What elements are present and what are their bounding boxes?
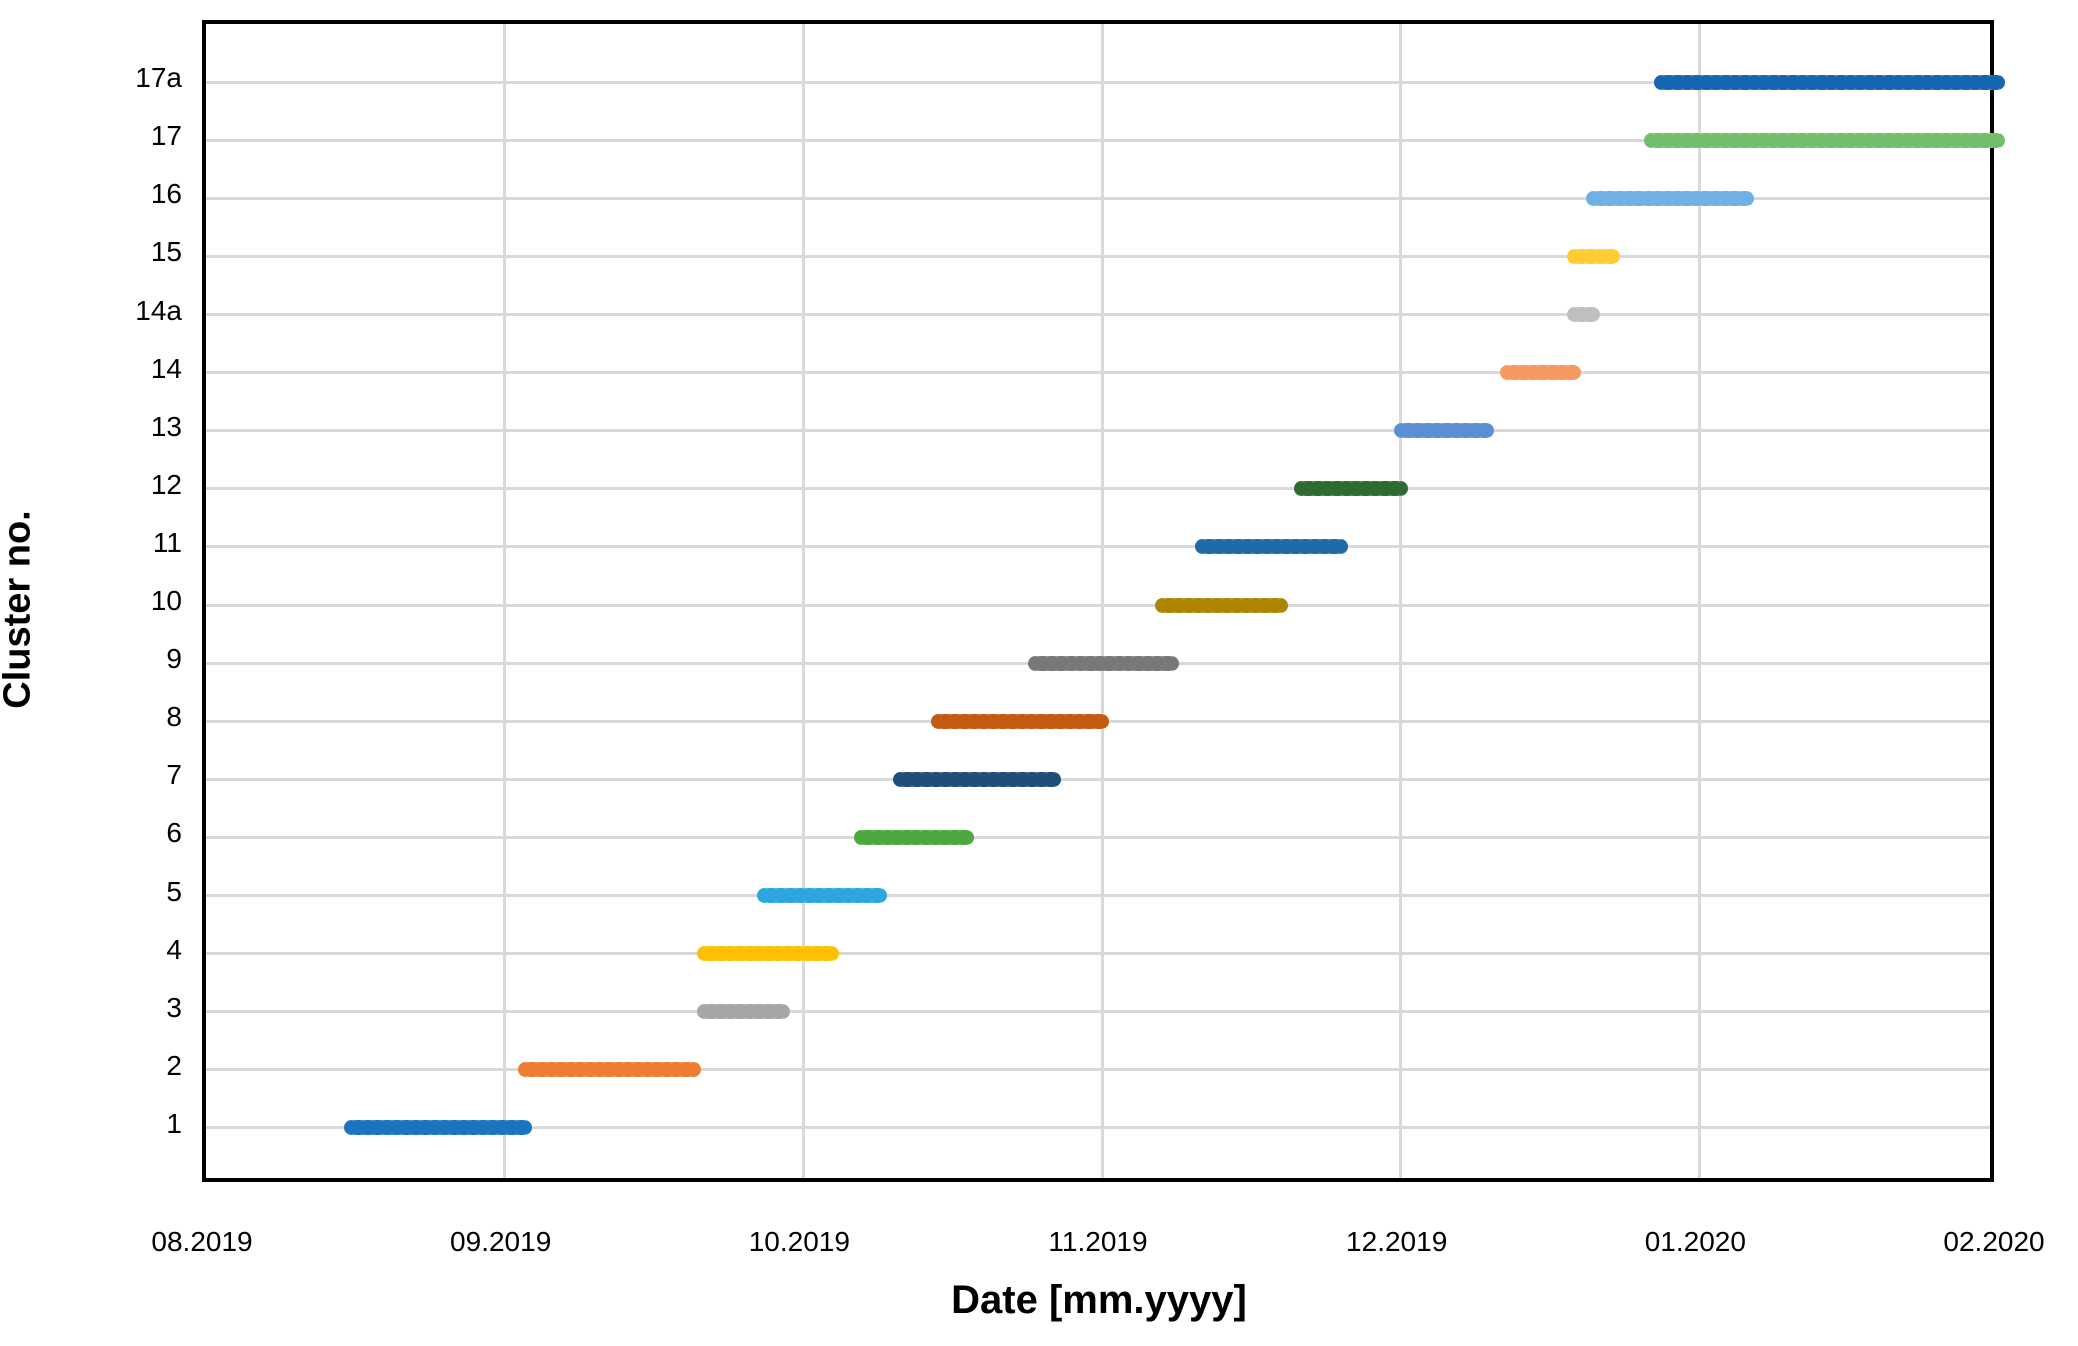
plot-area bbox=[202, 20, 2005, 1182]
x-tick-label-01.2020: 01.2020 bbox=[1644, 1226, 1746, 1257]
horizontal-gridline bbox=[206, 313, 1990, 316]
vertical-gridline bbox=[1100, 24, 1104, 1178]
y-tick-label-14: 14 bbox=[150, 352, 182, 384]
y-tick-label-7: 7 bbox=[166, 759, 182, 791]
horizontal-gridline bbox=[206, 1068, 1990, 1072]
x-tick-label-12.2019: 12.2019 bbox=[1346, 1226, 1448, 1257]
horizontal-gridline bbox=[206, 545, 1990, 549]
vertical-gridline bbox=[801, 24, 805, 1178]
horizontal-gridline bbox=[206, 196, 1990, 200]
y-tick-label-12: 12 bbox=[150, 468, 182, 500]
cluster-10-bar[interactable] bbox=[1154, 597, 1289, 613]
vertical-gridline bbox=[1399, 24, 1403, 1178]
x-tick-label-09.2019: 09.2019 bbox=[450, 1226, 552, 1257]
cluster-17-bar[interactable] bbox=[1644, 132, 2005, 148]
cluster-1-bar[interactable] bbox=[343, 1120, 532, 1136]
y-tick-label-17: 17 bbox=[150, 120, 182, 152]
cluster-7-bar[interactable] bbox=[892, 771, 1061, 787]
y-tick-label-13: 13 bbox=[150, 410, 182, 442]
x-axis-title: Date [mm.yyyy] bbox=[951, 1278, 1247, 1322]
horizontal-gridline bbox=[206, 952, 1990, 956]
cluster-8-bar[interactable] bbox=[931, 713, 1109, 729]
cluster-17a-bar[interactable] bbox=[1653, 74, 2005, 90]
cluster-6-bar[interactable] bbox=[854, 829, 975, 845]
y-tick-label-16: 16 bbox=[150, 178, 182, 210]
y-tick-label-10: 10 bbox=[150, 585, 182, 616]
y-tick-label-9: 9 bbox=[166, 643, 182, 675]
cluster-2-bar[interactable] bbox=[517, 1062, 701, 1078]
y-tick-label-11: 11 bbox=[152, 526, 182, 558]
horizontal-gridline bbox=[206, 894, 1990, 897]
horizontal-gridline bbox=[206, 138, 1990, 142]
y-tick-label-3: 3 bbox=[166, 991, 182, 1023]
cluster-14-bar[interactable] bbox=[1499, 365, 1582, 381]
x-tick-label-02.2020: 02.2020 bbox=[1943, 1226, 2045, 1257]
x-tick-label-08.2019: 08.2019 bbox=[151, 1226, 253, 1257]
x-tick-label-11.2019: 11.2019 bbox=[1048, 1226, 1148, 1257]
cluster-14a-bar[interactable] bbox=[1567, 307, 1601, 322]
y-tick-label-8: 8 bbox=[166, 701, 182, 733]
cluster-5-bar[interactable] bbox=[756, 888, 888, 903]
horizontal-gridline bbox=[206, 603, 1990, 607]
y-tick-label-14a: 14a bbox=[135, 294, 182, 326]
y-tick-label-2: 2 bbox=[166, 1049, 182, 1081]
y-tick-label-1: 1 bbox=[166, 1107, 182, 1139]
y-tick-label-4: 4 bbox=[166, 933, 182, 965]
cluster-12-bar[interactable] bbox=[1294, 481, 1408, 497]
x-tick-label-10.2019: 10.2019 bbox=[748, 1226, 850, 1257]
horizontal-gridline bbox=[206, 835, 1990, 839]
horizontal-gridline bbox=[206, 429, 1990, 433]
horizontal-gridline bbox=[206, 487, 1990, 491]
cluster-3-bar[interactable] bbox=[696, 1004, 791, 1020]
horizontal-gridline bbox=[206, 371, 1990, 375]
horizontal-gridline bbox=[206, 80, 1990, 84]
horizontal-gridline bbox=[206, 254, 1990, 258]
y-axis-title: Cluster no. bbox=[0, 510, 39, 709]
y-tick-label-5: 5 bbox=[166, 875, 182, 907]
vertical-gridline bbox=[1697, 24, 1701, 1178]
horizontal-gridline bbox=[206, 1010, 1990, 1014]
cluster-15-bar[interactable] bbox=[1567, 248, 1620, 264]
cluster-16-bar[interactable] bbox=[1586, 190, 1755, 206]
vertical-gridline bbox=[503, 24, 507, 1178]
y-tick-label-17a: 17a bbox=[135, 62, 182, 94]
cluster-4-bar[interactable] bbox=[696, 946, 840, 962]
cluster-11-bar[interactable] bbox=[1194, 539, 1348, 555]
y-tick-label-6: 6 bbox=[166, 817, 182, 849]
y-tick-label-15: 15 bbox=[150, 236, 182, 268]
horizontal-gridline bbox=[206, 777, 1990, 781]
cluster-9-bar[interactable] bbox=[1027, 655, 1179, 671]
horizontal-gridline bbox=[206, 1126, 1990, 1130]
cluster-13-bar[interactable] bbox=[1393, 423, 1495, 439]
